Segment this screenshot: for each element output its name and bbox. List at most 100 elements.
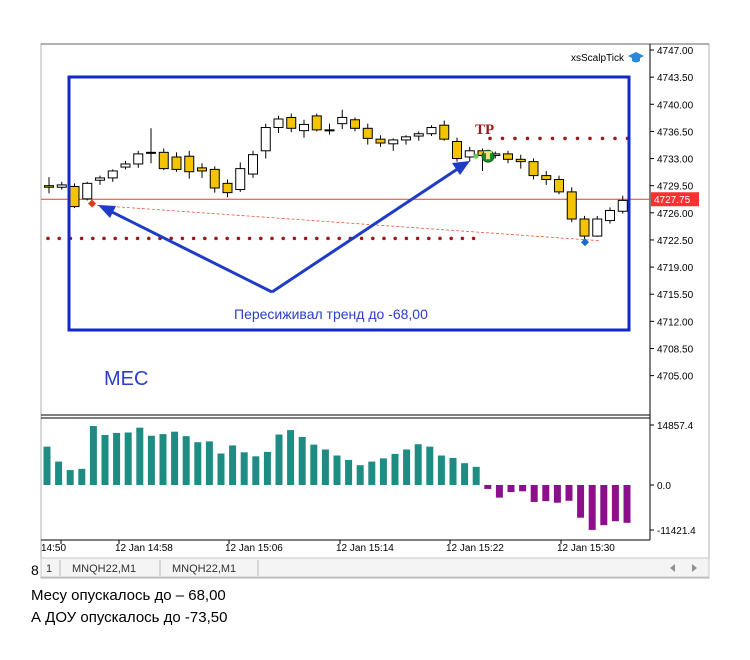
histogram-bar-positive (391, 453, 399, 485)
histogram-bar-positive (136, 427, 144, 485)
candle-body (388, 139, 399, 145)
level-dots (46, 136, 630, 241)
histogram-bar-positive (101, 434, 109, 485)
tab-mnqh22-b[interactable]: MNQH22,M1 (172, 563, 236, 575)
histogram-bar-positive (182, 436, 190, 485)
candle-body (592, 218, 603, 237)
candle-body (56, 184, 67, 188)
candle-body (528, 161, 539, 177)
histogram-bar-negative (623, 485, 631, 523)
histogram-bar-positive (298, 436, 306, 485)
price-tick-label: 4747.00 (657, 46, 694, 57)
candle-body (350, 119, 360, 129)
histogram-bar-positive (437, 455, 445, 485)
sl-level-dot (236, 236, 241, 241)
histogram-bar-positive (275, 434, 283, 485)
sl-level-dot (326, 236, 330, 241)
tp-level-dot (513, 136, 517, 141)
tp-level-dot (488, 136, 492, 141)
indicator-name: xsScalpTick (571, 53, 625, 64)
sl-level-dot (113, 236, 117, 241)
sl-level-dot (292, 236, 297, 241)
sl-level-dot (382, 236, 386, 241)
candle-body (426, 127, 437, 135)
sl-level-dot (460, 236, 465, 241)
sl-level-dot (427, 236, 431, 241)
price-tick-label: 4726.00 (657, 209, 694, 220)
histogram-bar-positive (217, 453, 225, 485)
candle-body (146, 151, 156, 154)
time-tick-label: 12 Jan 15:30 (557, 543, 615, 554)
note-line-1: Месу опускалось до – 68,00 (31, 587, 226, 604)
chevron-right-icon[interactable] (692, 564, 697, 572)
time-tick-label: 12 Jan 15:22 (446, 543, 504, 554)
histogram-bar-positive (240, 452, 248, 485)
sl-level-dot (124, 236, 129, 241)
histogram-bar-negative (611, 485, 619, 522)
price-tick-label: 4715.50 (657, 290, 694, 301)
candle-body (541, 175, 552, 180)
histogram-bar-positive (472, 466, 480, 485)
price-tag (651, 192, 699, 207)
time-axis: 14:50 12 Jan 14:58 12 Jan 15:06 12 Jan 15:1… (41, 540, 615, 554)
histogram-bar-positive (43, 446, 51, 485)
arrow-right-icon (271, 161, 470, 294)
annotation-box (67, 75, 631, 332)
sl-level-dot (303, 236, 308, 241)
candle-body (401, 136, 411, 141)
hat-icon (628, 52, 644, 63)
price-tick-label: 4729.50 (657, 182, 694, 193)
candles-series (44, 109, 628, 240)
sl-level-dot (225, 236, 229, 241)
sl-level-dot (471, 236, 476, 241)
time-tick-label: 14:50 (41, 543, 66, 554)
exit-dot-icon (473, 153, 479, 159)
sl-level-dot (214, 236, 218, 241)
time-tick-label: 12 Jan 14:58 (115, 543, 173, 554)
sl-level-dot (415, 236, 420, 241)
sl-level-dot (203, 236, 207, 241)
candle-body (82, 182, 93, 200)
histogram-bar-positive (461, 463, 469, 485)
sl-level-dot (135, 236, 140, 241)
tp-level-dot (600, 136, 605, 141)
candle-body (273, 118, 284, 129)
candle-body (464, 150, 475, 158)
price-tick-label: 4712.00 (657, 317, 694, 328)
histogram-bar-positive (403, 449, 411, 485)
price-tick-label: 4743.50 (657, 73, 694, 84)
candle-body (184, 155, 195, 173)
sl-level-dot (281, 236, 286, 241)
candle-body (362, 127, 373, 139)
candle-body (235, 168, 246, 191)
histogram-bar-positive (426, 446, 434, 485)
histogram-bar-positive (78, 468, 86, 485)
histogram-bar-positive (310, 444, 318, 485)
candle-body (554, 178, 564, 193)
histogram-bar-negative (553, 485, 561, 503)
sl-level-dot (169, 236, 173, 241)
sl-level-dot (315, 236, 319, 241)
sl-level-dot (371, 236, 375, 241)
candle-body (324, 129, 335, 132)
sl-level-dot (147, 236, 151, 241)
histogram-bar-negative (588, 485, 596, 530)
histogram-bar-positive (368, 461, 376, 485)
tab-1[interactable]: 1 (46, 563, 52, 575)
arrow-left-icon (98, 205, 273, 294)
candle-body (617, 199, 628, 212)
candle-body (299, 123, 309, 132)
indicator-tick-label: 0.0 (657, 481, 671, 492)
annotation-text: Пересиживал тренд до -68,00 (234, 306, 428, 322)
histogram-bar-negative (495, 485, 503, 498)
tab-mnqh22-a[interactable]: MNQH22,M1 (72, 563, 136, 575)
chevron-left-icon[interactable] (670, 564, 675, 572)
sl-level-dot (46, 236, 50, 241)
histogram-bar-positive (263, 451, 271, 485)
histogram-bar-negative (542, 485, 550, 502)
histogram-bar-positive (147, 435, 155, 485)
chart-border (40, 43, 710, 579)
candle-body (222, 182, 233, 194)
histogram-bar-positive (356, 465, 364, 485)
candle-body (107, 170, 118, 179)
